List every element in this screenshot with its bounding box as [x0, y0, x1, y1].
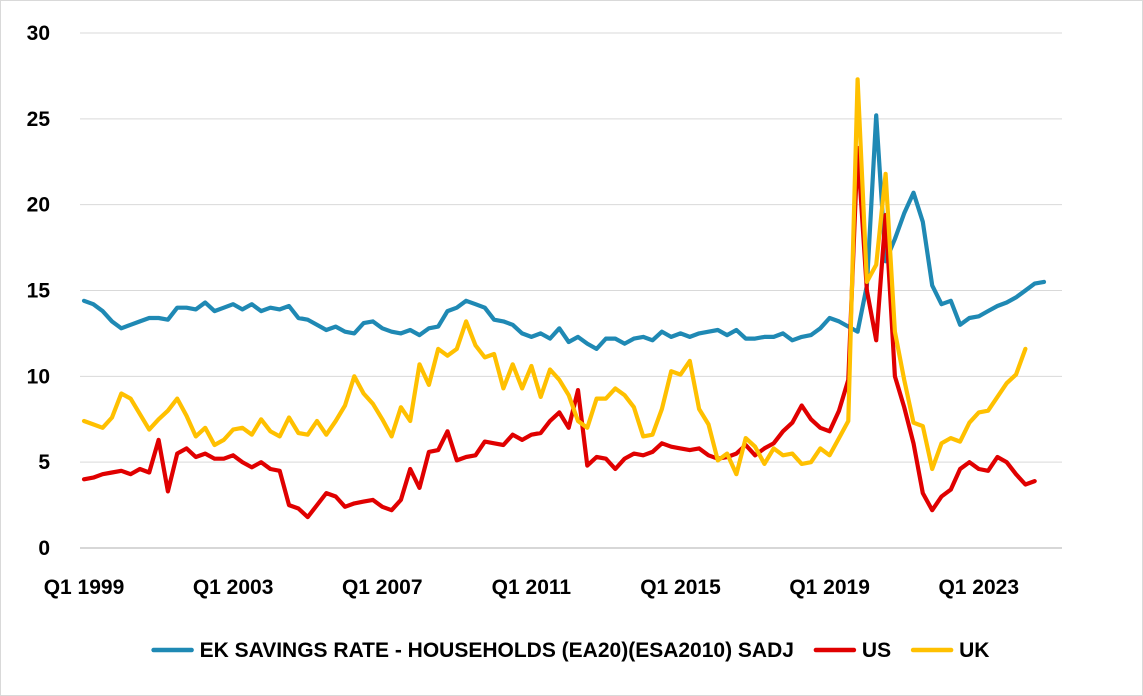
series-line-2	[81, 77, 1028, 477]
x-tick-label: Q1 2019	[789, 576, 870, 599]
y-tick-label: 0	[38, 537, 50, 560]
x-tick-label: Q1 2003	[193, 576, 274, 599]
legend-item-2: UK	[910, 639, 989, 662]
legend-item-0: EK SAVINGS RATE - HOUSEHOLDS (EA20)(ESA2…	[151, 639, 794, 662]
y-tick-label: 25	[27, 108, 51, 131]
y-axis-tick-labels: 0 5 10 15 20 25 30	[27, 22, 51, 560]
x-tick-label: Q1 2023	[938, 576, 1019, 599]
x-axis-tick-labels: Q1 1999 Q1 2003 Q1 2007 Q1 2011 Q1 2015 Q1 20…	[44, 576, 1019, 599]
y-tick-label: 5	[38, 451, 50, 474]
legend-label: UK	[959, 639, 989, 662]
y-tick-label: 10	[27, 365, 50, 388]
x-tick-label: Q1 1999	[44, 576, 125, 599]
series-line-1	[81, 145, 1037, 520]
legend-item-1: US	[813, 639, 891, 662]
legend: EK SAVINGS RATE - HOUSEHOLDS (EA20)(ESA2…	[151, 639, 989, 662]
data-series	[81, 77, 1047, 520]
legend-label: EK SAVINGS RATE - HOUSEHOLDS (EA20)(ESA2…	[200, 639, 794, 662]
y-tick-label: 15	[27, 280, 51, 303]
x-tick-label: Q1 2007	[342, 576, 423, 599]
x-tick-label: Q1 2015	[640, 576, 721, 599]
x-tick-label: Q1 2011	[492, 576, 572, 599]
legend-label: US	[862, 639, 891, 662]
y-tick-label: 30	[27, 22, 50, 45]
series-line-0	[81, 113, 1047, 351]
y-tick-label: 20	[27, 194, 50, 217]
